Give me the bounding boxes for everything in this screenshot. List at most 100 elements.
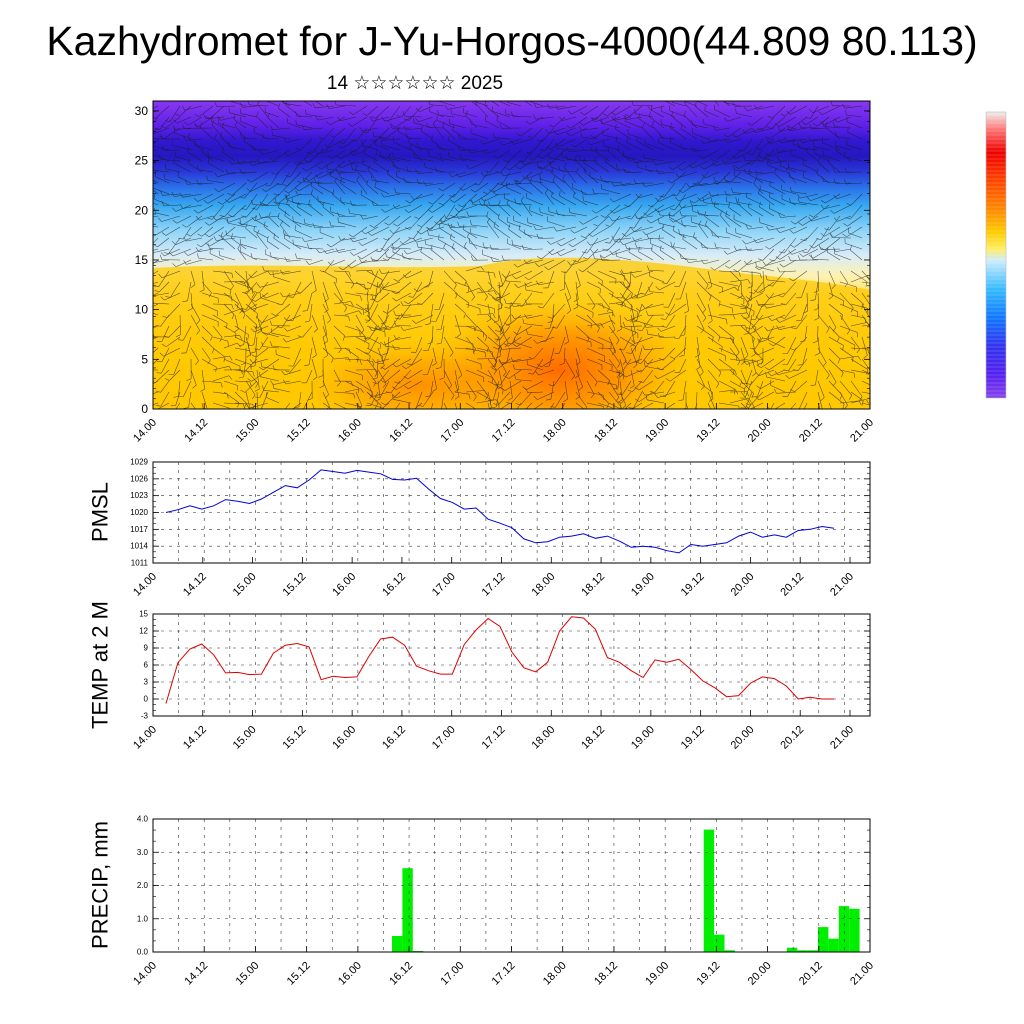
wind-barb: [440, 347, 445, 368]
wind-barb-flag: [362, 131, 368, 133]
wind-barb-flag: [590, 394, 595, 399]
wind-barb: [638, 251, 654, 261]
wind-barb-flag: [314, 178, 317, 184]
wind-barb-flag: [833, 194, 838, 199]
wind-barb: [286, 336, 302, 343]
wind-barb-flag: [716, 383, 720, 388]
wind-barb-flag: [497, 213, 500, 219]
wind-barb-flag: [588, 233, 593, 237]
wind-barb: [212, 336, 228, 342]
y-tick-label: 1.0: [137, 914, 149, 923]
wind-barb-flag: [662, 224, 664, 230]
wind-barb: [751, 402, 756, 409]
wind-barb-flag: [833, 178, 837, 184]
wind-barb-flag: [566, 310, 572, 314]
wind-barb-flag: [735, 108, 737, 114]
wind-barb: [674, 347, 687, 359]
wind-barb-flag: [751, 372, 757, 377]
wind-barb: [847, 215, 863, 227]
wind-barb-flag: [186, 233, 191, 237]
wind-barb: [602, 259, 621, 261]
wind-barb: [850, 270, 868, 283]
wind-barb: [498, 314, 505, 332]
wind-barb: [393, 399, 412, 404]
wind-barb-flag: [222, 147, 224, 153]
wind-barb-flag: [295, 111, 298, 117]
wind-barb: [608, 301, 624, 305]
wind-barb: [691, 221, 709, 228]
wind-barb: [607, 150, 621, 162]
wind-barb: [601, 188, 621, 195]
wind-barb: [768, 339, 786, 349]
wind-barb-flag: [263, 221, 266, 227]
x-tick-label: 14.00: [131, 571, 159, 599]
wind-barb: [676, 182, 687, 197]
wind-barb: [322, 292, 329, 310]
wind-barb-flag: [311, 290, 317, 294]
wind-barb-flag: [284, 256, 288, 262]
wind-barb: [549, 211, 566, 217]
wind-barb: [318, 185, 335, 195]
wind-barb-flag: [381, 208, 386, 213]
wind-barb: [212, 281, 231, 290]
wind-barb: [523, 149, 533, 162]
wind-barb: [458, 215, 478, 219]
wind-barb-flag: [774, 168, 777, 174]
wind-barb: [442, 126, 456, 140]
wind-barb-flag: [678, 189, 683, 194]
wind-barb: [536, 226, 555, 231]
wind-barb-flag: [272, 365, 275, 370]
wind-barb-flag: [634, 242, 637, 248]
wind-barb: [793, 226, 808, 234]
wind-barb: [487, 391, 492, 408]
wind-barb-flag: [594, 381, 598, 387]
wind-barb: [484, 105, 500, 118]
wind-barb: [730, 149, 742, 161]
wind-barb: [283, 292, 302, 298]
wind-barb: [443, 247, 456, 261]
wind-barb: [377, 314, 387, 328]
wind-barb: [758, 314, 775, 320]
wind-barb-flag: [403, 250, 408, 255]
wind-barb: [269, 171, 280, 187]
wind-barb: [549, 105, 566, 109]
wind-barb: [619, 270, 631, 286]
wind-barb: [649, 291, 665, 294]
wind-barb: [718, 336, 734, 340]
wind-barb: [255, 292, 269, 302]
wind-barb: [503, 171, 522, 177]
wind-barb-flag: [480, 197, 485, 202]
wind-barb-flag: [172, 219, 177, 224]
wind-barb-flag: [458, 186, 464, 191]
wind-barb: [681, 204, 698, 209]
wind-barb-flag: [348, 159, 352, 165]
wind-barb-flag: [485, 170, 490, 173]
wind-barb-flag: [437, 110, 440, 116]
wind-barb: [308, 171, 324, 182]
y-tick-label: 1017: [130, 525, 148, 534]
wind-barb: [505, 270, 522, 278]
wind-barb-flag: [240, 132, 242, 138]
wind-barb: [272, 127, 291, 130]
wind-barb: [212, 347, 226, 358]
wind-barb-flag: [624, 113, 630, 117]
wind-barb: [471, 224, 489, 228]
wind-barb-flag: [778, 295, 783, 298]
wind-barb: [754, 336, 764, 350]
wind-barb-flag: [810, 254, 813, 260]
wind-barb: [824, 237, 841, 251]
wind-barb-flag: [737, 198, 740, 204]
wind-barb-flag: [544, 188, 549, 194]
wind-barb: [740, 358, 758, 362]
wind-barb-flag: [250, 298, 256, 302]
wind-barb: [813, 152, 830, 162]
wind-barb: [366, 314, 377, 326]
wind-barb-flag: [301, 237, 305, 242]
wind-barb: [799, 202, 819, 206]
wind-barb-flag: [335, 248, 339, 253]
wind-barb-flag: [192, 384, 197, 389]
x-tick-label: 18.00: [541, 960, 569, 988]
wind-barb-flag: [670, 241, 673, 247]
wind-barb: [432, 347, 437, 364]
